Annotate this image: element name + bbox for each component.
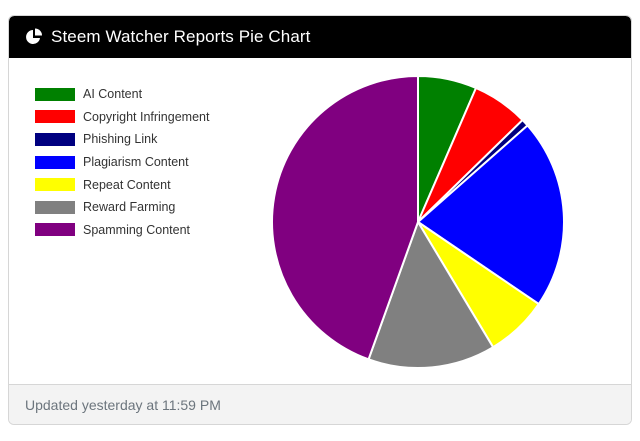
chart-area: AI Content Copyright Infringement Phishing… xyxy=(9,58,631,385)
legend-swatch xyxy=(35,87,75,101)
legend-swatch xyxy=(35,200,75,214)
legend-swatch xyxy=(35,223,75,237)
legend-swatch xyxy=(35,110,75,124)
legend-item[interactable]: Plagiarism Content xyxy=(35,151,209,174)
legend-label: Plagiarism Content xyxy=(83,155,189,170)
legend-item[interactable]: Copyright Infringement xyxy=(35,106,209,129)
legend-label: Phishing Link xyxy=(83,132,158,147)
pie-chart xyxy=(270,74,565,369)
legend-label: AI Content xyxy=(83,87,143,102)
card-header: Steem Watcher Reports Pie Chart xyxy=(9,16,631,58)
legend-label: Copyright Infringement xyxy=(83,109,210,124)
legend-item[interactable]: Phishing Link xyxy=(35,128,209,151)
chart-card: Steem Watcher Reports Pie Chart AI Conte… xyxy=(8,15,632,425)
chart-legend: AI Content Copyright Infringement Phishing… xyxy=(35,83,209,241)
legend-item[interactable]: Reward Farming xyxy=(35,196,209,219)
pie-slice-reward-farming[interactable] xyxy=(367,219,495,369)
pie-slice-plagiarism-content[interactable] xyxy=(416,124,565,306)
updated-timestamp: Updated yesterday at 11:59 PM xyxy=(25,396,221,413)
legend-label: Reward Farming xyxy=(83,200,176,215)
legend-item[interactable]: Repeat Content xyxy=(35,173,209,196)
legend-item[interactable]: Spamming Content xyxy=(35,219,209,242)
legend-label: Spamming Content xyxy=(83,222,191,237)
pie-chart-icon xyxy=(25,28,43,46)
card-title: Steem Watcher Reports Pie Chart xyxy=(51,27,311,46)
pie-slice-spamming-content[interactable] xyxy=(270,74,419,361)
legend-swatch xyxy=(35,132,75,146)
card-footer: Updated yesterday at 11:59 PM xyxy=(9,384,631,424)
legend-label: Repeat Content xyxy=(83,177,171,192)
legend-swatch xyxy=(35,178,75,192)
legend-item[interactable]: AI Content xyxy=(35,83,209,106)
legend-swatch xyxy=(35,155,75,169)
